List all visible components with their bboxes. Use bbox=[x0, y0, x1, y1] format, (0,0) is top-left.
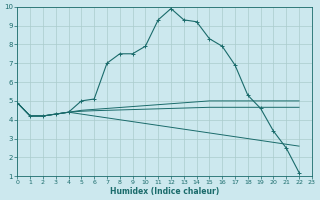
X-axis label: Humidex (Indice chaleur): Humidex (Indice chaleur) bbox=[110, 187, 219, 196]
